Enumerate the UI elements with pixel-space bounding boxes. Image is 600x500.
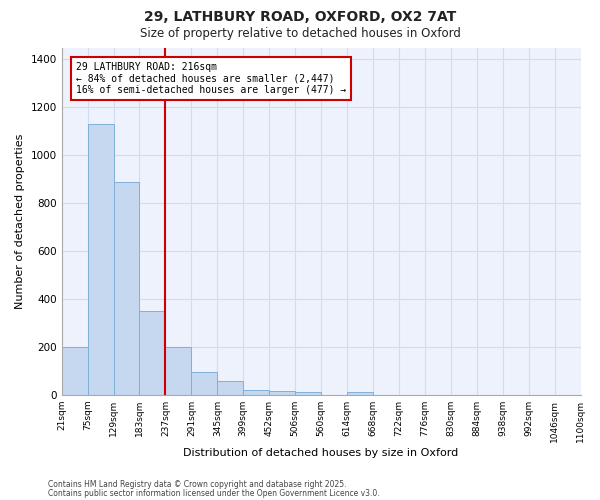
Bar	[269, 390, 295, 395]
Bar	[113, 182, 139, 395]
Y-axis label: Number of detached properties: Number of detached properties	[15, 134, 25, 309]
Text: Contains public sector information licensed under the Open Government Licence v3: Contains public sector information licen…	[48, 488, 380, 498]
Bar	[139, 311, 166, 395]
Text: Contains HM Land Registry data © Crown copyright and database right 2025.: Contains HM Land Registry data © Crown c…	[48, 480, 347, 489]
Text: 29 LATHBURY ROAD: 216sqm
← 84% of detached houses are smaller (2,447)
16% of sem: 29 LATHBURY ROAD: 216sqm ← 84% of detach…	[76, 62, 346, 95]
Bar	[295, 392, 321, 395]
Bar	[166, 347, 191, 395]
Bar	[62, 347, 88, 395]
Bar	[217, 381, 243, 395]
Bar	[243, 390, 269, 395]
X-axis label: Distribution of detached houses by size in Oxford: Distribution of detached houses by size …	[184, 448, 459, 458]
Text: 29, LATHBURY ROAD, OXFORD, OX2 7AT: 29, LATHBURY ROAD, OXFORD, OX2 7AT	[144, 10, 456, 24]
Bar	[347, 392, 373, 395]
Bar	[88, 124, 113, 395]
Text: Size of property relative to detached houses in Oxford: Size of property relative to detached ho…	[140, 28, 460, 40]
Bar	[191, 372, 217, 395]
